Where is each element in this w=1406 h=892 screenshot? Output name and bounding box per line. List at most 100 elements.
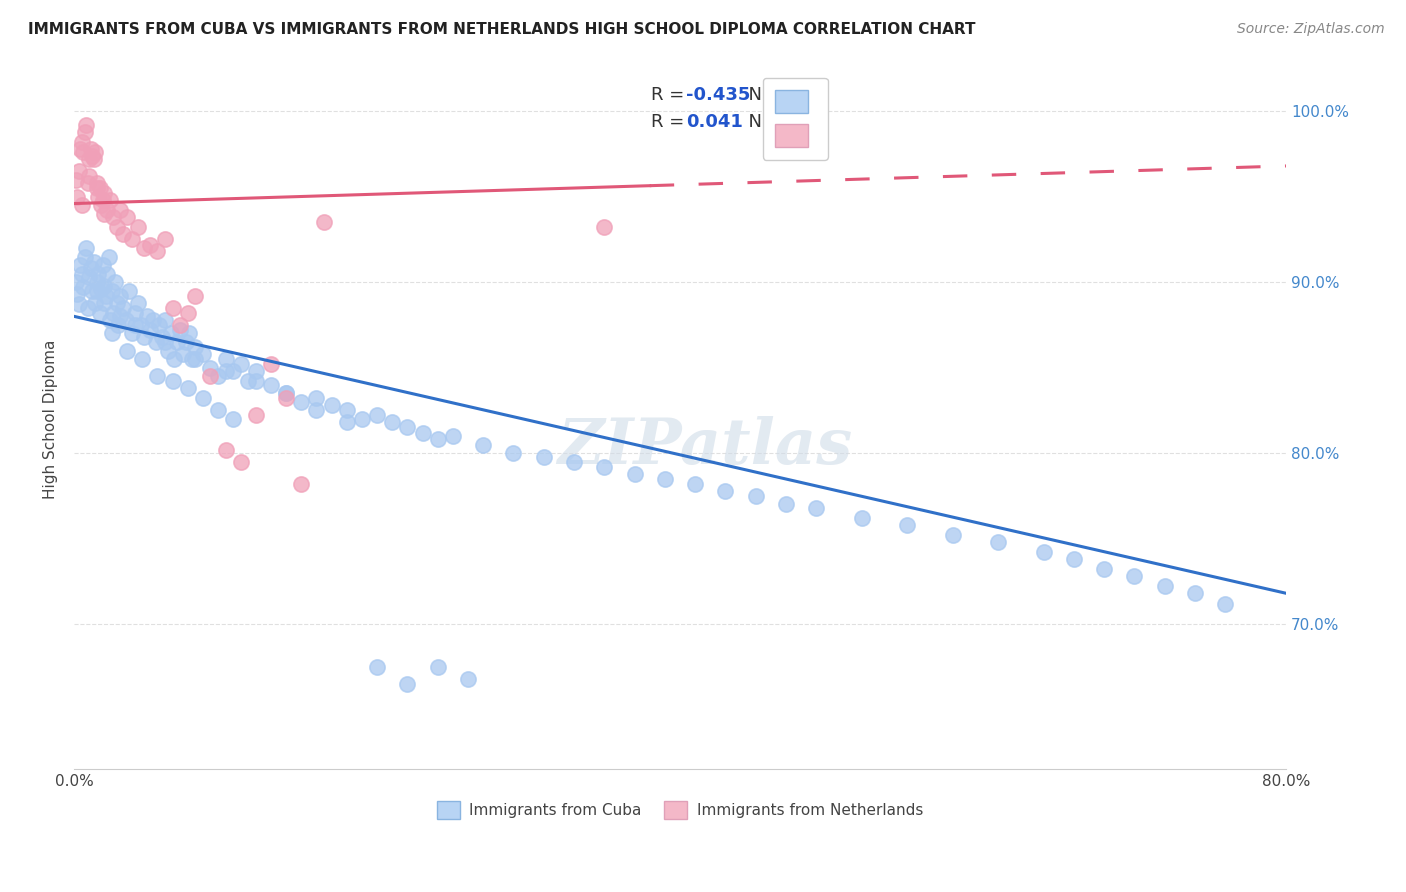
Point (115, 343, 138, 358)
Point (200, 360, 222, 375)
Point (366, 659, 388, 673)
Point (163, 352, 186, 367)
Point (181, 352, 204, 367)
Point (93, 278, 115, 293)
Point (426, 433, 449, 447)
Point (238, 374, 260, 388)
Point (111, 227, 134, 242)
Point (121, 326, 143, 341)
Point (714, 483, 737, 498)
Point (66, 190, 89, 204)
Text: Source: ZipAtlas.com: Source: ZipAtlas.com (1237, 22, 1385, 37)
Point (73, 125, 96, 139)
Point (70, 135, 93, 149)
Point (89, 306, 111, 320)
Point (91, 258, 114, 272)
Point (305, 392, 328, 406)
Point (229, 357, 252, 371)
Point (67, 164, 90, 178)
Point (222, 364, 245, 378)
Point (124, 318, 146, 332)
Point (76, 176, 98, 190)
Point (177, 306, 200, 320)
Point (105, 220, 128, 235)
Point (162, 374, 184, 388)
Point (276, 386, 298, 401)
Point (562, 455, 585, 469)
Point (336, 403, 359, 417)
Point (139, 237, 162, 252)
Point (153, 334, 176, 349)
Point (82, 149, 104, 163)
Point (276, 392, 298, 406)
Point (103, 211, 125, 225)
Point (94, 289, 117, 303)
Legend: Immigrants from Cuba, Immigrants from Netherlands: Immigrants from Cuba, Immigrants from Ne… (432, 795, 929, 825)
Point (93, 207, 115, 221)
Point (107, 318, 129, 332)
Point (851, 511, 873, 525)
Point (75, 118, 97, 132)
Point (97, 250, 120, 264)
Point (381, 415, 404, 429)
Text: ZIPatlas: ZIPatlas (557, 417, 852, 478)
Point (72, 280, 94, 294)
Point (83, 152, 105, 166)
Point (166, 334, 188, 349)
Point (65, 172, 87, 186)
Point (121, 232, 143, 246)
Point (472, 437, 495, 451)
Point (200, 369, 222, 384)
Point (683, 476, 706, 491)
Point (593, 459, 616, 474)
Point (191, 392, 214, 406)
Point (135, 310, 157, 324)
Point (426, 659, 449, 673)
Point (86, 176, 108, 190)
Point (214, 364, 236, 378)
Point (1215, 597, 1237, 611)
Point (191, 347, 214, 361)
Point (229, 455, 252, 469)
Point (775, 497, 797, 511)
Point (67, 297, 90, 311)
Point (132, 241, 155, 255)
Point (139, 323, 162, 337)
Point (321, 398, 343, 412)
Point (162, 301, 184, 315)
Text: N =: N = (737, 87, 789, 104)
Point (942, 528, 965, 542)
Point (90, 198, 112, 212)
Point (132, 330, 155, 344)
Point (148, 318, 170, 332)
Text: R =: R = (651, 112, 690, 131)
Point (184, 340, 207, 354)
Point (70, 198, 93, 212)
Point (457, 672, 479, 686)
Point (214, 442, 236, 457)
Point (77, 270, 100, 285)
Point (145, 334, 167, 349)
Point (91, 193, 114, 207)
Point (207, 403, 229, 417)
Point (83, 254, 105, 268)
Point (101, 284, 124, 298)
Point (87, 190, 110, 204)
Point (103, 306, 125, 320)
Point (153, 312, 176, 326)
Text: IMMIGRANTS FROM CUBA VS IMMIGRANTS FROM NETHERLANDS HIGH SCHOOL DIPLOMA CORRELAT: IMMIGRANTS FROM CUBA VS IMMIGRANTS FROM … (28, 22, 976, 37)
Point (104, 275, 127, 289)
Point (82, 284, 104, 298)
Point (93, 295, 115, 310)
Point (260, 377, 283, 392)
Point (77, 169, 100, 184)
Point (745, 489, 768, 503)
Text: 0.041: 0.041 (686, 112, 742, 131)
Point (127, 295, 149, 310)
Point (127, 220, 149, 235)
Y-axis label: High School Diploma: High School Diploma (44, 339, 58, 499)
Point (114, 312, 136, 326)
Point (93, 186, 115, 201)
Point (90, 282, 112, 296)
Point (72, 145, 94, 160)
